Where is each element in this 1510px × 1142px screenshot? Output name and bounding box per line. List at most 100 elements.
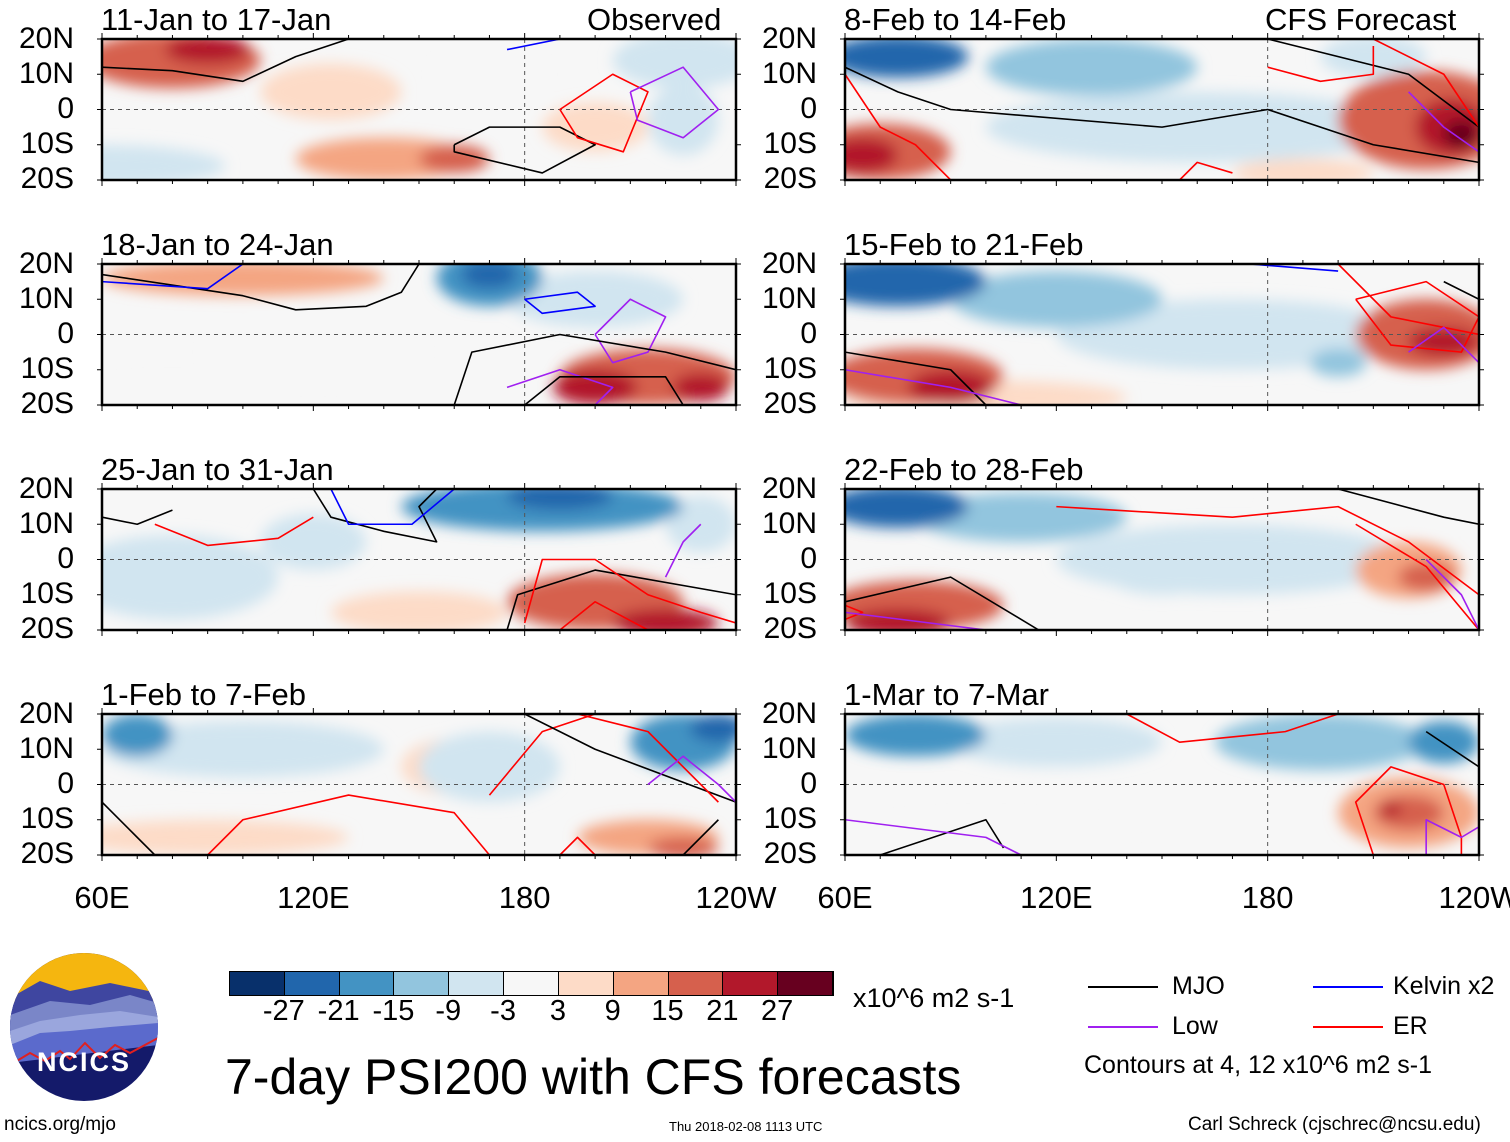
lat-tick-label: 20N <box>18 247 74 280</box>
source-url[interactable]: ncics.org/mjo <box>4 1114 116 1135</box>
contour-mjo <box>102 801 156 855</box>
anomaly-region <box>1408 721 1479 764</box>
map-content <box>845 489 1479 630</box>
lat-tick-label: 10N <box>18 507 74 540</box>
contour-er <box>559 836 596 855</box>
credit: Carl Schreck (cjschrec@ncsu.edu) <box>1188 1114 1481 1135</box>
lat-tick-label: 10S <box>20 352 74 385</box>
legend-mjo-label: MJO <box>1172 972 1225 1000</box>
anomaly-region <box>102 144 226 180</box>
contour-mjo <box>453 126 596 174</box>
anomaly-region <box>401 489 684 532</box>
contour-mjo <box>845 66 1479 164</box>
lat-tick-label: 20S <box>20 612 74 645</box>
contour-mjo <box>524 714 736 803</box>
lat-tick-label: 10S <box>763 577 817 610</box>
contour-mjo <box>1425 730 1479 768</box>
contour-mjo <box>453 333 736 405</box>
contour-kelvin <box>102 264 244 290</box>
contour-low <box>1407 91 1479 153</box>
contour-er <box>523 558 736 624</box>
contour-low <box>1425 818 1479 855</box>
colorbar-tick-label: -15 <box>372 995 415 1027</box>
map-content <box>102 714 736 855</box>
contour-low <box>845 368 1022 405</box>
contour-er <box>1337 264 1479 336</box>
anomaly-region <box>950 271 1162 328</box>
legend-low-label: Low <box>1172 1012 1218 1040</box>
map-panel <box>840 708 1484 861</box>
lat-tick-label: 10S <box>20 802 74 835</box>
contour-er <box>1354 766 1463 855</box>
contour-er <box>1267 46 1375 83</box>
anomaly-region <box>1309 348 1367 377</box>
map-content <box>102 39 736 180</box>
colorbar-swatch <box>504 972 559 995</box>
contour-er <box>1126 714 1339 744</box>
colorbar-swatch <box>449 972 505 995</box>
contour-er <box>559 73 649 153</box>
contour-mjo <box>682 819 719 855</box>
anomaly-region <box>102 383 279 405</box>
lat-tick-label: 0 <box>800 317 817 350</box>
anomaly-region <box>690 714 736 743</box>
anomaly-region <box>845 137 898 173</box>
anomaly-shading <box>102 39 736 180</box>
anomaly-region <box>845 714 986 757</box>
colorbar-swatch <box>668 972 724 995</box>
colorbar-tick-label: 27 <box>761 995 794 1027</box>
anomaly-region <box>915 492 1127 542</box>
lat-tick-label: 10N <box>18 732 74 765</box>
contour-mjo <box>879 818 1005 855</box>
lat-tick-label: 10N <box>761 57 817 90</box>
map-panel <box>840 258 1484 411</box>
lon-tick-label: 60E <box>74 880 130 915</box>
contour-er <box>577 714 719 803</box>
legend-er-label: ER <box>1393 1012 1428 1040</box>
lat-tick-label: 0 <box>57 317 74 350</box>
anomaly-region <box>612 39 736 89</box>
contour-low <box>1425 558 1479 630</box>
colorbar-units: x10^6 m2 s-1 <box>853 983 1015 1013</box>
map-content <box>845 714 1479 855</box>
anomaly-region <box>295 137 472 180</box>
contour-mjo <box>102 509 173 526</box>
anomaly-region <box>1214 714 1427 771</box>
anomaly-region <box>102 264 384 296</box>
anomaly-shading <box>102 264 736 405</box>
panel-title: 15-Feb to 21-Feb <box>844 227 1084 262</box>
contour-mjo <box>312 489 438 543</box>
map-panel <box>840 483 1484 636</box>
contour-er <box>1056 505 1479 596</box>
contour-mjo <box>102 264 420 311</box>
lat-tick-label: 20S <box>20 387 74 420</box>
map-content <box>102 264 736 405</box>
anomaly-region <box>845 489 969 528</box>
panel-title: 1-Feb to 7-Feb <box>101 677 307 712</box>
lat-tick-label: 20S <box>763 387 817 420</box>
map-panel <box>97 708 741 861</box>
lat-tick-label: 10S <box>763 352 817 385</box>
colorbar-tick-label: 15 <box>651 995 684 1027</box>
anomaly-region <box>419 731 560 803</box>
contour-low <box>594 298 667 364</box>
colorbar-tick-label: 21 <box>706 995 739 1027</box>
lon-tick-label: 120E <box>1020 880 1093 915</box>
map-panel <box>840 33 1484 186</box>
anomaly-region <box>260 63 402 121</box>
lat-tick-label: 20S <box>763 162 817 195</box>
contour-kelvin <box>524 291 596 315</box>
colorbar-swatch <box>284 972 340 995</box>
lat-tick-label: 20N <box>18 472 74 505</box>
colorbar-swatch <box>339 972 395 995</box>
colorbar-tick-label: -27 <box>262 995 305 1027</box>
lat-tick-label: 10N <box>18 57 74 90</box>
colorbar-tick-label: 9 <box>604 995 621 1027</box>
contour-note: Contours at 4, 12 x10^6 m2 s-1 <box>1084 1051 1433 1079</box>
contour-low <box>845 611 986 630</box>
anomaly-region <box>845 264 986 307</box>
anomaly-region <box>1267 489 1479 528</box>
lat-tick-label: 0 <box>800 92 817 125</box>
colorbar-tick-label: -3 <box>490 995 516 1027</box>
anomaly-region <box>672 373 729 402</box>
